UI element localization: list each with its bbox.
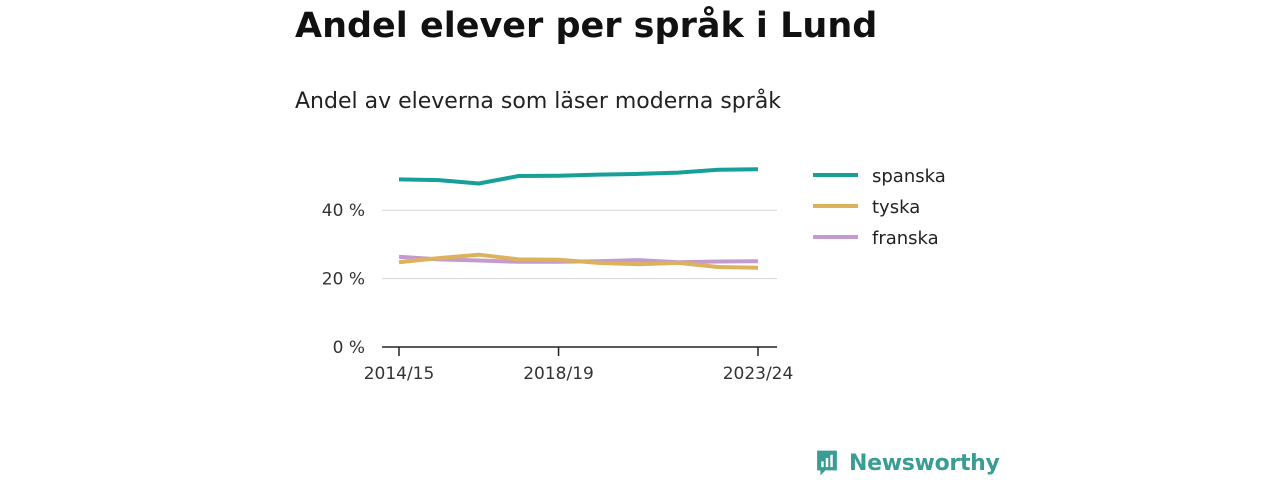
x-axis bbox=[382, 346, 777, 356]
x-tick-labels: 2014/15 2018/19 2023/24 bbox=[364, 364, 794, 384]
legend-label-spanska: spanska bbox=[872, 166, 946, 187]
y-tick-label: 40 % bbox=[322, 201, 365, 221]
legend-label-tyska: tyska bbox=[872, 197, 920, 218]
chart-subtitle: Andel av eleverna som läser moderna språ… bbox=[295, 89, 782, 114]
chart-title: Andel elever per språk i Lund bbox=[295, 6, 878, 46]
legend: spanska tyska franska bbox=[813, 166, 946, 249]
y-tick-label: 0 % bbox=[333, 338, 365, 358]
series-lines bbox=[398, 167, 759, 270]
x-tick-label: 2018/19 bbox=[523, 364, 594, 384]
x-tick-label: 2023/24 bbox=[723, 364, 794, 384]
y-tick-labels: 0 % 20 % 40 % bbox=[322, 201, 365, 358]
series-line-tyska bbox=[398, 252, 759, 270]
y-tick-label: 20 % bbox=[322, 270, 365, 290]
gridlines bbox=[382, 209, 777, 280]
x-tick-label: 2014/15 bbox=[364, 364, 435, 384]
newsworthy-logo-icon bbox=[817, 450, 837, 476]
series-line-spanska bbox=[398, 167, 759, 186]
brand-name: Newsworthy bbox=[849, 450, 1000, 476]
legend-label-franska: franska bbox=[872, 228, 939, 249]
newsworthy-logo: Newsworthy bbox=[813, 446, 1000, 480]
